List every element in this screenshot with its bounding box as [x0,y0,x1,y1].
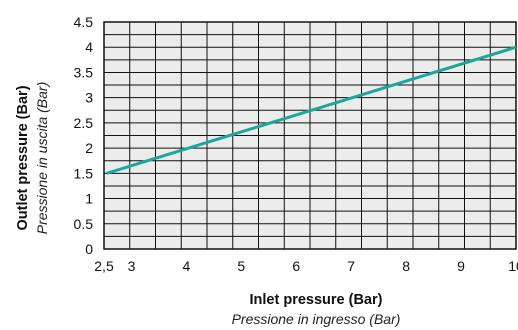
series-line [106,45,517,175]
x-tick-label: 9 [457,258,465,274]
x-axis-title: Inlet pressure (Bar) [250,292,383,308]
x-tick-label: 3 [128,258,136,274]
x-tick-label: 2,5 [94,258,114,274]
y-tick-label: 3 [85,90,93,106]
x-tick-label: 4 [183,258,191,274]
x-tick-label: 5 [237,258,245,274]
x-tick-label: 8 [402,258,410,274]
y-tick-label: 4 [85,39,93,55]
y-tick-labels: 0 0.5 1 1.5 2 2.5 3 3.5 4 4.5 [74,14,94,257]
x-tick-label: 7 [347,258,355,274]
y-tick-label: 2.5 [74,115,94,131]
y-axis-title-italian: Pressione in uscita (Bar) [34,82,50,235]
y-tick-label: 1 [85,191,93,207]
grid [104,22,516,249]
y-tick-label: 0 [85,241,93,257]
x-tick-label: 6 [292,258,300,274]
y-tick-label: 0.5 [74,216,94,232]
y-tick-label: 2 [85,140,93,156]
y-tick-label: 4.5 [74,14,94,30]
y-axis-title: Outlet pressure (Bar) [15,85,31,230]
x-tick-label: 10 [508,258,518,274]
y-tick-label: 3.5 [74,64,94,80]
x-axis-title-italian: Pressione in ingresso (Bar) [232,311,401,327]
x-tick-labels: 2,5 3 4 5 6 7 8 9 10 [94,258,518,274]
y-tick-label: 1.5 [74,165,94,181]
